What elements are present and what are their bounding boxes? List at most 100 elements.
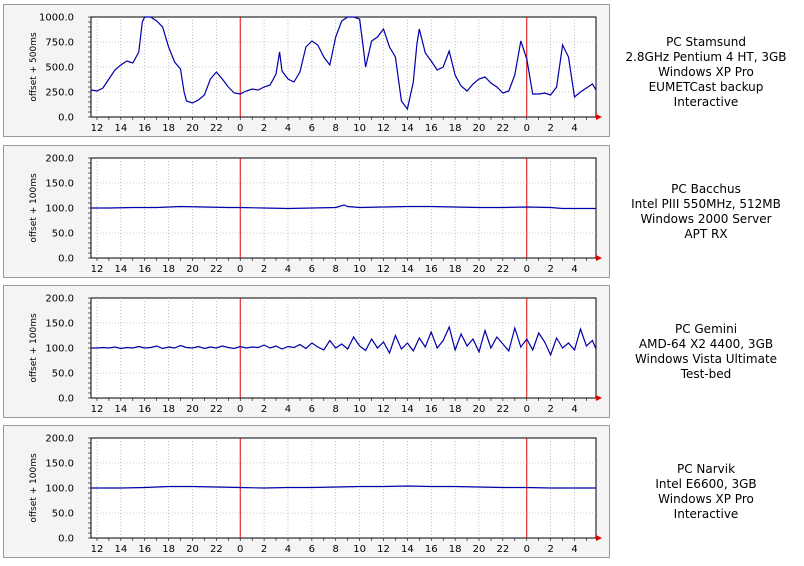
x-tick-label: 10 [353, 123, 366, 134]
y-tick-label: 100.0 [45, 204, 74, 215]
x-tick-label: 20 [473, 544, 486, 555]
y-axis-label: offset + 500ms [29, 32, 39, 102]
x-tick-label: 8 [333, 404, 339, 415]
x-tick-label: 6 [309, 544, 315, 555]
x-tick-label: 2 [547, 404, 553, 415]
x-tick-label: 12 [377, 404, 390, 415]
caption-bacchus: PC Bacchus Intel PIII 550MHz, 512MB Wind… [612, 182, 800, 242]
x-tick-label: 20 [473, 264, 486, 275]
x-tick-label: 20 [186, 123, 199, 134]
x-tick-label: 8 [333, 123, 339, 134]
y-tick-label: 500.0 [45, 63, 74, 74]
caption-line: 2.8GHz Pentium 4 HT, 3GB [625, 50, 787, 64]
caption-line: Windows Vista Ultimate [634, 352, 778, 366]
caption-line: Windows XP Pro [658, 492, 754, 506]
x-tick-label: 4 [285, 404, 291, 415]
x-tick-label: 22 [497, 404, 510, 415]
x-tick-label: 14 [401, 264, 414, 275]
x-tick-label: 14 [114, 404, 127, 415]
y-tick-label: 250.0 [45, 88, 74, 99]
x-tick-label: 0 [237, 404, 243, 415]
x-axis-arrow [596, 114, 602, 120]
y-tick-label: 50.0 [52, 369, 74, 380]
x-tick-label: 0 [524, 544, 530, 555]
caption-line: Interactive [673, 507, 739, 521]
caption-line: PC Gemini [674, 322, 738, 336]
x-tick-label: 4 [285, 123, 291, 134]
x-tick-label: 12 [91, 404, 104, 415]
x-tick-label: 16 [138, 264, 151, 275]
y-tick-label: 150.0 [45, 319, 74, 330]
x-tick-label: 22 [210, 404, 223, 415]
y-tick-label: 200.0 [45, 434, 74, 445]
x-tick-label: 18 [162, 123, 175, 134]
x-tick-label: 18 [449, 123, 462, 134]
x-tick-label: 22 [497, 544, 510, 555]
chart-panel-gemini: 0.0 50.0 100.0 150.0 200.0 12 14 16 18 20 22 0 2 4 6 8 1… [3, 285, 610, 418]
x-tick-label: 16 [425, 404, 438, 415]
x-tick-label: 0 [524, 404, 530, 415]
x-tick-label: 20 [186, 404, 199, 415]
x-tick-label: 12 [91, 123, 104, 134]
x-tick-label: 22 [497, 264, 510, 275]
x-tick-label: 16 [425, 544, 438, 555]
chart-panel-narvik: 0.0 50.0 100.0 150.0 200.0 12 14 16 18 20 22 0 2 4 6 8 1… [3, 425, 610, 558]
chart-panel-bacchus: 0.0 50.0 100.0 150.0 200.0 12 14 16 18 20 22 0 2 4 6 8 1… [3, 145, 610, 278]
y-tick-label: 50.0 [52, 229, 74, 240]
x-tick-label: 20 [473, 404, 486, 415]
x-tick-label: 10 [353, 404, 366, 415]
x-tick-label: 6 [309, 123, 315, 134]
y-tick-label: 100.0 [45, 484, 74, 495]
caption-line: Windows 2000 Server [640, 212, 772, 226]
x-tick-label: 6 [309, 264, 315, 275]
caption-line: Test-bed [680, 367, 732, 381]
chart-panel-stamsund: 0.0 250.0 500.0 750.0 1000.0 12 14 16 18 20 22 0 2 4 6… [3, 4, 610, 137]
y-tick-label: 750.0 [45, 38, 74, 49]
y-tick-label: 150.0 [45, 459, 74, 470]
series-line [91, 204, 596, 210]
x-tick-label: 4 [571, 123, 577, 134]
y-tick-label: 0.0 [58, 534, 74, 545]
caption-line: APT RX [684, 227, 728, 241]
x-tick-label: 2 [261, 544, 267, 555]
x-tick-label: 16 [138, 404, 151, 415]
caption-gemini: PC Gemini AMD-64 X2 4400, 3GB Windows Vi… [612, 322, 800, 382]
x-tick-label: 16 [425, 123, 438, 134]
x-tick-label: 20 [186, 264, 199, 275]
x-tick-label: 14 [114, 264, 127, 275]
x-tick-label: 16 [138, 544, 151, 555]
x-tick-label: 18 [162, 544, 175, 555]
x-tick-label: 2 [547, 264, 553, 275]
caption-line: Windows XP Pro [658, 65, 754, 79]
x-tick-label: 2 [547, 123, 553, 134]
x-tick-label: 12 [377, 544, 390, 555]
caption-line: AMD-64 X2 4400, 3GB [638, 337, 774, 351]
y-tick-label: 50.0 [52, 509, 74, 520]
x-tick-label: 8 [333, 544, 339, 555]
series-line [90, 16, 597, 111]
x-tick-label: 12 [91, 544, 104, 555]
x-tick-label: 4 [571, 264, 577, 275]
x-axis-arrow [596, 255, 602, 261]
x-tick-label: 4 [571, 544, 577, 555]
caption-stamsund: PC Stamsund 2.8GHz Pentium 4 HT, 3GB Win… [612, 35, 800, 110]
x-tick-label: 0 [237, 544, 243, 555]
x-tick-label: 2 [261, 123, 267, 134]
x-tick-label: 0 [524, 123, 530, 134]
x-tick-label: 4 [285, 264, 291, 275]
y-tick-label: 0.0 [58, 394, 74, 405]
x-tick-label: 2 [261, 264, 267, 275]
x-tick-label: 10 [353, 544, 366, 555]
x-tick-label: 18 [449, 404, 462, 415]
caption-line: PC Bacchus [671, 182, 741, 196]
x-tick-label: 20 [186, 544, 199, 555]
x-tick-label: 12 [91, 264, 104, 275]
x-axis-arrow [596, 395, 602, 401]
x-tick-label: 14 [401, 544, 414, 555]
x-tick-label: 22 [210, 264, 223, 275]
caption-line: Interactive [673, 95, 739, 109]
y-tick-label: 100.0 [45, 344, 74, 355]
x-tick-label: 16 [138, 123, 151, 134]
